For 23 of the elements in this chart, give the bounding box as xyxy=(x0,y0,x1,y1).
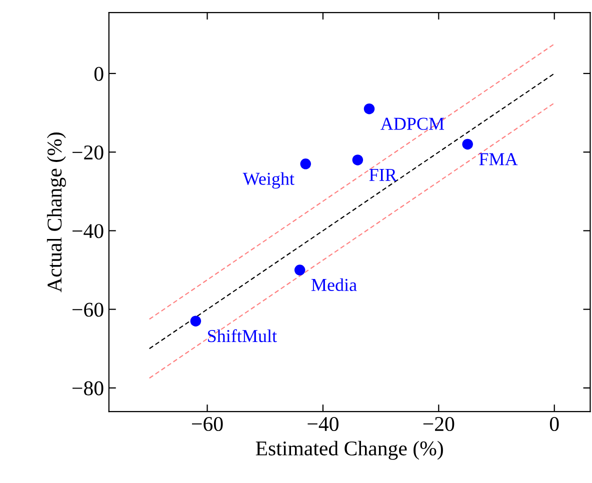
point xyxy=(300,158,311,170)
y-tick-label: −60 xyxy=(72,302,104,317)
annotation: Weight xyxy=(242,172,294,189)
x-tick-label: −60 xyxy=(192,416,223,432)
y-tick-label: −40 xyxy=(72,224,104,238)
point xyxy=(364,103,375,114)
y-tick-label: 0 xyxy=(94,66,104,81)
y-axis-title: Actual Change (%) xyxy=(46,132,66,292)
point xyxy=(190,316,202,326)
point xyxy=(294,264,306,276)
annotation: FIR xyxy=(369,168,397,181)
annotation: ShiftMult xyxy=(208,329,277,342)
point xyxy=(352,154,364,166)
y-tick-label: −80 xyxy=(72,381,104,396)
y-tick-label: −20 xyxy=(72,145,104,160)
point xyxy=(462,138,473,150)
annotation: Media xyxy=(311,278,357,292)
annotation: FMA xyxy=(479,153,518,166)
x-tick-label: −20 xyxy=(423,416,454,432)
x-axis-title: Estimated Change (%) xyxy=(256,440,443,460)
x-tick-label: 0 xyxy=(550,416,559,432)
annotation: ADPCM xyxy=(380,118,444,130)
x-tick-label: −40 xyxy=(308,416,338,432)
